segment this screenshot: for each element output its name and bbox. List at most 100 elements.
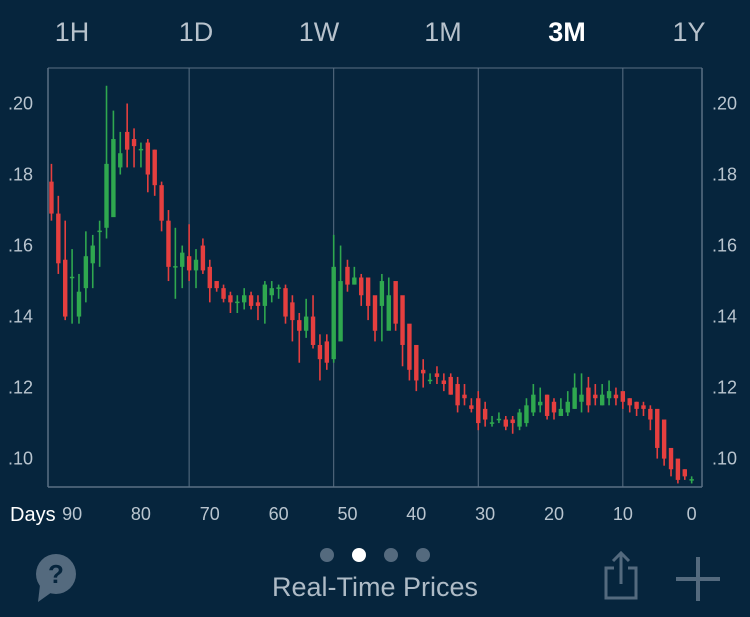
candle-body [276, 287, 281, 289]
candle-body [145, 142, 151, 175]
candle [207, 259, 212, 303]
candle-body [365, 277, 371, 306]
candle [620, 391, 626, 409]
tab-1m[interactable]: 1M [424, 17, 462, 47]
candle [124, 103, 130, 168]
tab-1w[interactable]: 1W [298, 17, 340, 47]
tab-3m[interactable]: 3M [548, 17, 586, 47]
candle-body [97, 230, 102, 233]
y-tick-label-left: .18 [8, 165, 33, 185]
candle-body [159, 185, 164, 221]
x-tick-label: 0 [687, 504, 697, 524]
candle-body [420, 369, 426, 374]
y-tick-label-left: .10 [8, 449, 33, 469]
page-indicator [0, 545, 750, 565]
candle-body [283, 288, 288, 317]
candle-body [551, 401, 557, 413]
candle-body [331, 266, 336, 360]
candle [131, 128, 137, 168]
candle [565, 391, 570, 416]
help-bubble-icon[interactable]: ? [34, 553, 78, 603]
candle [290, 295, 295, 342]
candle-body [476, 398, 481, 424]
candle [427, 373, 433, 385]
x-tick-label: 90 [62, 504, 82, 524]
candle [682, 469, 687, 480]
candle-body [544, 394, 550, 416]
candle [372, 295, 378, 342]
candle [145, 139, 151, 193]
candle-body [173, 266, 178, 268]
x-tick-label: 40 [406, 504, 426, 524]
candle-body [242, 295, 247, 303]
candle-body [634, 401, 639, 409]
candle [242, 288, 247, 310]
candle-body [414, 344, 419, 381]
candle-body [90, 245, 95, 264]
y-tick-label-right: .16 [712, 236, 737, 256]
candle [324, 334, 330, 370]
candle-body [531, 394, 536, 413]
candle-body [303, 316, 309, 331]
candle-body [248, 295, 254, 306]
candle [407, 323, 412, 381]
tab-1h[interactable]: 1H [54, 17, 90, 47]
candle-body [496, 418, 502, 421]
candle-series [49, 85, 694, 484]
candle [228, 291, 233, 314]
y-tick-label-left: .12 [8, 378, 33, 398]
candle-body [407, 323, 412, 370]
tab-1y[interactable]: 1Y [672, 17, 706, 47]
candle-body [118, 153, 123, 168]
plus-icon[interactable] [676, 557, 720, 601]
y-axis-right: .20 .18 .16 .14 .12 .10 [712, 94, 737, 469]
candle [558, 398, 564, 416]
candle [276, 284, 281, 299]
candlestick-chart[interactable]: .20 .18 .16 .14 .12 .10 .20 .18 .16 .14 .12 .10 Da… [0, 60, 750, 530]
candle [689, 476, 694, 484]
page-dot-4[interactable] [416, 548, 430, 562]
candle-body [338, 281, 343, 342]
candle-body [524, 405, 529, 424]
candle [69, 249, 75, 324]
candle-body [393, 281, 398, 324]
candle-body [538, 401, 543, 406]
candle-body [400, 295, 405, 345]
page-dot-2[interactable] [352, 548, 366, 562]
candle-body [228, 295, 233, 303]
candle [551, 398, 557, 420]
candle-body [310, 316, 316, 345]
candle [193, 249, 199, 289]
candle [118, 131, 123, 175]
candle [496, 412, 502, 424]
candle [538, 387, 543, 413]
candle [338, 245, 343, 342]
page-dot-3[interactable] [384, 548, 398, 562]
candle [317, 334, 323, 381]
candle-body [434, 373, 440, 377]
candle [345, 259, 350, 292]
candle [510, 415, 515, 434]
candle [297, 313, 302, 363]
share-icon[interactable] [603, 550, 639, 602]
candle [221, 284, 226, 303]
candle [200, 238, 206, 274]
candle [63, 220, 68, 321]
candle [359, 273, 364, 306]
candle [420, 359, 426, 388]
candle [441, 373, 447, 392]
candle-body [131, 139, 137, 147]
candle [524, 398, 529, 427]
page-dot-1[interactable] [320, 548, 334, 562]
candle [255, 295, 261, 321]
candle-body [675, 458, 681, 480]
candle-body [124, 131, 130, 150]
candle [269, 281, 274, 303]
tab-1d[interactable]: 1D [178, 17, 214, 47]
y-tick-label-left: .14 [8, 307, 33, 327]
candle [400, 295, 405, 367]
y-tick-label-right: .10 [712, 449, 737, 469]
candle [97, 220, 102, 267]
candle-body [586, 387, 591, 406]
candle [56, 195, 61, 274]
